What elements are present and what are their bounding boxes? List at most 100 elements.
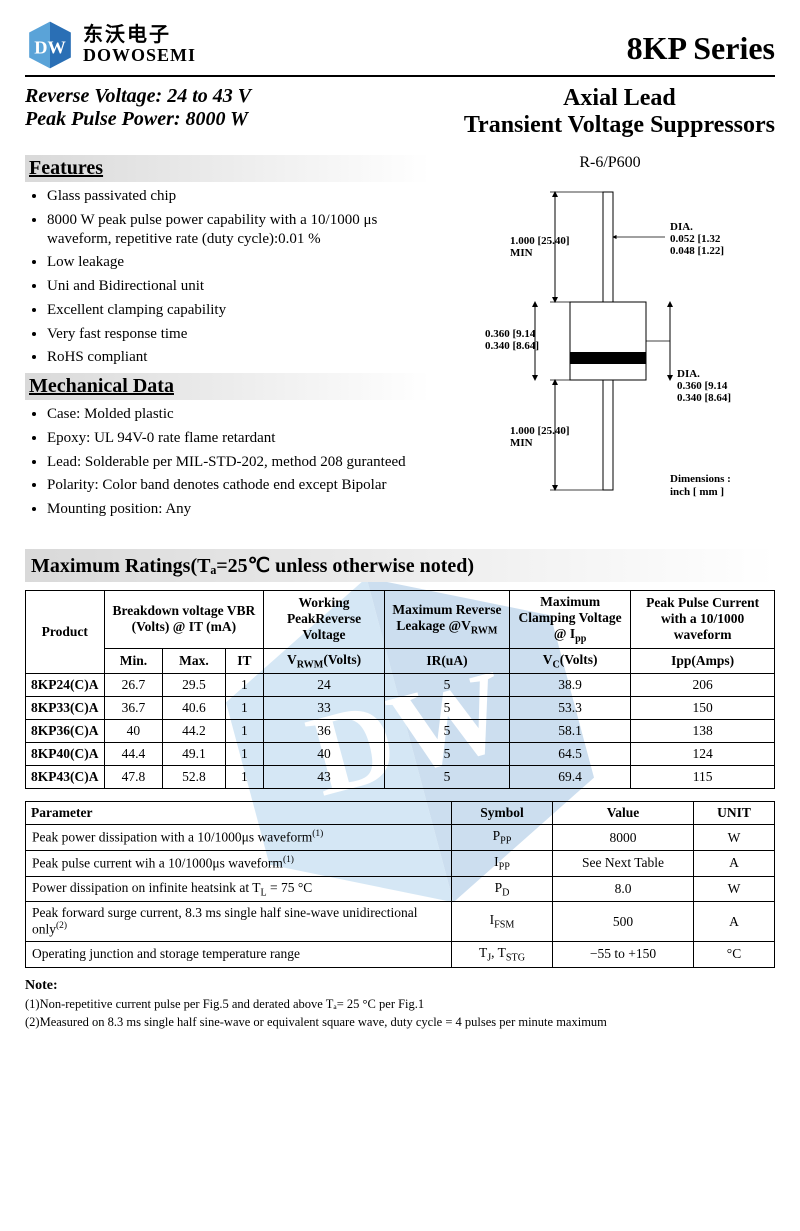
- product-title-line2: Transient Voltage Suppressors: [464, 112, 775, 139]
- ratings-cell: 43: [264, 766, 385, 789]
- param-value-cell: −55 to +150: [553, 941, 694, 967]
- left-column: Features Glass passivated chip8000 W pea…: [25, 149, 430, 537]
- ratings-cell: 69.4: [510, 766, 631, 789]
- feature-item: RoHS compliant: [47, 348, 430, 367]
- param-row: Operating junction and storage temperatu…: [26, 941, 775, 967]
- ratings-row: 8KP40(C)A44.449.1140564.5124: [26, 743, 775, 766]
- ratings-cell: 40: [104, 720, 163, 743]
- svg-text:0.048 [1.22]: 0.048 [1.22]: [670, 245, 724, 257]
- ratings-cell: 8KP24(C)A: [26, 674, 105, 697]
- ratings-cell: 47.8: [104, 766, 163, 789]
- col-vc: Maximum Clamping Voltage @ Ipp: [510, 591, 631, 649]
- svg-text:0.340 [8.64]: 0.340 [8.64]: [485, 340, 539, 352]
- ratings-cell: 5: [384, 743, 509, 766]
- param-symbol-cell: PD: [452, 876, 553, 902]
- subcol-ir: IR(uA): [384, 648, 509, 674]
- ratings-cell: 150: [631, 697, 775, 720]
- dimensions-label: Dimensions :: [670, 473, 731, 485]
- col-ir: Maximum Reverse Leakage @VRWM: [384, 591, 509, 649]
- ratings-cell: 5: [384, 720, 509, 743]
- ratings-cell: 124: [631, 743, 775, 766]
- param-value-cell: 8000: [553, 825, 694, 851]
- package-label: R-6/P600: [445, 154, 775, 172]
- param-unit-cell: W: [694, 825, 775, 851]
- ratings-cell: 40.6: [163, 697, 225, 720]
- mechdata-item: Mounting position: Any: [47, 500, 430, 519]
- specs-row: Reverse Voltage: 24 to 43 V Peak Pulse P…: [25, 85, 775, 139]
- param-value-cell: 500: [553, 902, 694, 942]
- param-unit-cell: W: [694, 876, 775, 902]
- company-logo-block: DW 东沃电子 DOWOSEMI: [25, 20, 196, 70]
- ratings-cell: 1: [225, 720, 264, 743]
- col-parameter: Parameter: [26, 802, 452, 825]
- param-symbol-cell: TJ, TSTG: [452, 941, 553, 967]
- ratings-cell: 115: [631, 766, 775, 789]
- mechanical-data-list: Case: Molded plastic Epoxy: UL 94V-0 rate…: [25, 405, 430, 519]
- ratings-cell: 1: [225, 674, 264, 697]
- col-vrwm: Working PeakReverse Voltage: [264, 591, 385, 649]
- features-list: Glass passivated chip8000 W peak pulse p…: [25, 187, 430, 367]
- param-row: Peak pulse current wih a 10/1000μs wavef…: [26, 851, 775, 877]
- col-product: Product: [26, 591, 105, 674]
- ratings-cell: 26.7: [104, 674, 163, 697]
- svg-text:DW: DW: [34, 37, 66, 57]
- param-name-cell: Operating junction and storage temperatu…: [26, 941, 452, 967]
- ratings-cell: 8KP33(C)A: [26, 697, 105, 720]
- mechdata-item: Epoxy: UL 94V-0 rate flame retardant: [47, 429, 430, 448]
- notes-heading: Note:: [25, 978, 775, 994]
- feature-item: Uni and Bidirectional unit: [47, 277, 430, 296]
- svg-text:0.340 [8.64]: 0.340 [8.64]: [677, 392, 731, 404]
- ratings-cell: 8KP43(C)A: [26, 766, 105, 789]
- param-row: Peak forward surge current, 8.3 ms singl…: [26, 902, 775, 942]
- ratings-cell: 36: [264, 720, 385, 743]
- ratings-cell: 64.5: [510, 743, 631, 766]
- note-line: (2)Measured on 8.3 ms single half sine-w…: [25, 1015, 775, 1030]
- dim-lead-bot-val: 1.000 [25.40]: [510, 425, 570, 437]
- feature-item: Low leakage: [47, 253, 430, 272]
- subcol-min: Min.: [104, 648, 163, 674]
- mechdata-item: Polarity: Color band denotes cathode end…: [47, 476, 430, 495]
- features-heading: Features: [25, 155, 430, 182]
- ratings-row: 8KP43(C)A47.852.8143569.4115: [26, 766, 775, 789]
- right-column: R-6/P600 1.000 [25.40] MIN 1.000 [25.40]: [445, 149, 775, 537]
- feature-item: Very fast response time: [47, 325, 430, 344]
- feature-item: Excellent clamping capability: [47, 301, 430, 320]
- dim-lead-top-note: MIN: [510, 247, 533, 259]
- ratings-row: 8KP24(C)A26.729.5124538.9206: [26, 674, 775, 697]
- ratings-row: 8KP36(C)A4044.2136558.1138: [26, 720, 775, 743]
- notes-block: (1)Non-repetitive current pulse per Fig.…: [25, 997, 775, 1030]
- param-name-cell: Peak power dissipation with a 10/1000μs …: [26, 825, 452, 851]
- mechdata-item: Lead: Solderable per MIL-STD-202, method…: [47, 453, 430, 472]
- param-name-cell: Peak pulse current wih a 10/1000μs wavef…: [26, 851, 452, 877]
- param-value-cell: 8.0: [553, 876, 694, 902]
- header-divider: [25, 75, 775, 77]
- subcol-it: IT: [225, 648, 264, 674]
- subcol-vc: VC(Volts): [510, 648, 631, 674]
- ratings-cell: 29.5: [163, 674, 225, 697]
- company-name-cn: 东沃电子: [83, 24, 196, 46]
- ratings-cell: 206: [631, 674, 775, 697]
- ratings-cell: 44.4: [104, 743, 163, 766]
- svg-text:DIA.: DIA.: [670, 221, 693, 233]
- ratings-cell: 138: [631, 720, 775, 743]
- param-unit-cell: A: [694, 902, 775, 942]
- col-ipp: Peak Pulse Current with a 10/1000 wavefo…: [631, 591, 775, 649]
- param-row: Power dissipation on infinite heatsink a…: [26, 876, 775, 902]
- subcol-max: Max.: [163, 648, 225, 674]
- ratings-cell: 5: [384, 674, 509, 697]
- svg-text:0.052 [1.32: 0.052 [1.32: [670, 233, 721, 245]
- param-unit-cell: A: [694, 851, 775, 877]
- mechanical-data-heading: Mechanical Data: [25, 373, 430, 400]
- ratings-table: Product Breakdown voltage VBR (Volts) @ …: [25, 590, 775, 789]
- company-logo-icon: DW: [25, 20, 75, 70]
- series-title: 8KP Series: [627, 30, 775, 67]
- mechdata-item: Case: Molded plastic: [47, 405, 430, 424]
- ratings-cell: 1: [225, 743, 264, 766]
- ratings-cell: 8KP40(C)A: [26, 743, 105, 766]
- param-symbol-cell: PPP: [452, 825, 553, 851]
- dim-lead-bot-note: MIN: [510, 437, 533, 449]
- peak-pulse-power-spec: Peak Pulse Power: 8000 W: [25, 108, 251, 131]
- param-symbol-cell: IFSM: [452, 902, 553, 942]
- col-vbr: Breakdown voltage VBR (Volts) @ IT (mA): [104, 591, 264, 649]
- feature-item: Glass passivated chip: [47, 187, 430, 206]
